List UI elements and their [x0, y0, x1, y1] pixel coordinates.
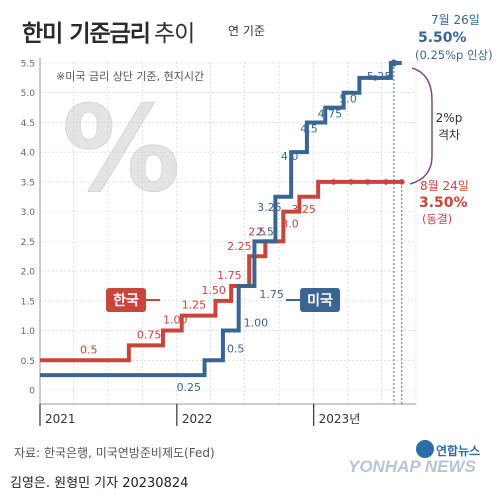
axes: 2021 2022 2023년 — [39, 58, 416, 426]
korea-data-label: 1.50 — [201, 284, 226, 297]
y-tick-label: 3.5 — [21, 178, 35, 188]
korea-data-label: 2.5 — [248, 225, 266, 238]
korea-data-label: 3.0 — [281, 218, 299, 231]
y-tick-label: 2.0 — [21, 268, 36, 278]
credit-text: 김영은. 원형민 기자 20230824 — [10, 476, 189, 491]
data-labels: 0.50.751.001.251.501.752.252.53.03.250.2… — [80, 70, 391, 394]
y-tick-label: 0 — [29, 387, 35, 397]
y-tick-label: 4.0 — [21, 149, 36, 159]
chart-note: ※미국 금리 상단 기준, 현지시간 — [56, 70, 205, 83]
usa-data-label: 1.00 — [244, 317, 269, 330]
korea-data-label: 0.5 — [80, 343, 98, 356]
usa-end-date: 7월 26일 — [431, 13, 480, 27]
agency-name-korean: 연합뉴스 — [436, 444, 481, 458]
title-rest: 추이 — [153, 21, 195, 47]
gap-brace — [409, 67, 433, 185]
usa-legend-label: 미국 — [307, 293, 333, 309]
usa-end-status: (0.25%p 인상) — [415, 48, 493, 62]
grid-lines: 0 0.5 1.0 1.5 2.0 2.5 3.0 3.5 4.0 4.5 5.0 5.5 — [21, 60, 417, 404]
x-tick-label: 2021 — [45, 412, 76, 426]
gap-label-line1: 2%p — [436, 111, 463, 125]
korea-legend-box — [106, 288, 146, 312]
usa-data-label: 5.0 — [339, 93, 357, 106]
korea-end-status: (동결) — [422, 212, 452, 226]
usa-data-label: 4.0 — [281, 150, 299, 163]
y-tick-label: 5.5 — [21, 60, 35, 70]
series-line-usa — [40, 61, 402, 378]
korea-legend-label: 한국 — [113, 293, 139, 309]
usa-data-label: 3.25 — [257, 201, 282, 214]
korea-data-label: 3.25 — [291, 203, 316, 216]
usa-data-label: 4.75 — [318, 108, 343, 121]
usa-data-label: 1.75 — [259, 288, 284, 301]
korea-end-value: 3.50% — [419, 195, 468, 211]
usa-data-label: 0.25 — [177, 381, 202, 394]
korea-data-label: 1.75 — [217, 269, 242, 282]
hold-marker — [372, 75, 378, 81]
globe-icon — [416, 440, 434, 458]
x-tick-label: 2023년 — [319, 412, 361, 426]
usa-end-value: 5.50% — [418, 30, 467, 46]
end-marker — [390, 59, 398, 67]
agency-logo: 연합뉴스 YONHAP NEWS — [320, 440, 496, 480]
usa-legend-box — [300, 288, 340, 312]
y-tick-label: 1.5 — [21, 297, 35, 307]
y-tick-label: 0.5 — [21, 357, 35, 367]
y-tick-label: 5.0 — [21, 89, 36, 99]
y-tick-label: 3.0 — [21, 208, 36, 218]
series-lines — [40, 59, 405, 404]
x-tick-label: 2022 — [182, 412, 213, 426]
annotations: 한국 미국 7월 26일 5.50% (0.25%p 인상) 8월 24일 3.50%(동결… — [106, 13, 493, 312]
agency-name-english: YONHAP NEWS — [348, 457, 476, 476]
korea-data-label: 2.25 — [227, 240, 252, 253]
hold-marker — [348, 179, 354, 185]
korea-data-label: 1.25 — [182, 299, 207, 312]
percent-glyph: % — [62, 80, 180, 218]
chart-title: 한미 기준금리 추이 — [22, 14, 195, 48]
usa-data-label: 4.5 — [300, 122, 318, 135]
percent-sign-icon: % — [62, 80, 181, 219]
hold-marker — [330, 179, 337, 185]
korea-data-label: 0.75 — [137, 328, 162, 341]
y-tick-label: 2.5 — [21, 238, 35, 248]
gap-label-line2: 격차 — [438, 128, 460, 142]
unit-label: 연 기준 — [228, 24, 265, 38]
usa-data-label: 0.5 — [227, 342, 245, 355]
korea-end-date: 8월 24일 — [420, 179, 469, 193]
hold-marker — [364, 179, 371, 185]
y-tick-label: 4.5 — [21, 119, 35, 129]
usa-data-label: 5.25 — [367, 70, 392, 83]
korea-data-label: 1.00 — [163, 314, 188, 327]
usa-data-label: 2.5 — [256, 225, 274, 238]
y-tick-label: 1.0 — [21, 327, 36, 337]
hold-marker — [383, 179, 389, 185]
title-main: 한미 기준금리 — [22, 21, 151, 47]
source-text: 자료: 한국은행, 미국연방준비제도(Fed) — [14, 446, 215, 460]
